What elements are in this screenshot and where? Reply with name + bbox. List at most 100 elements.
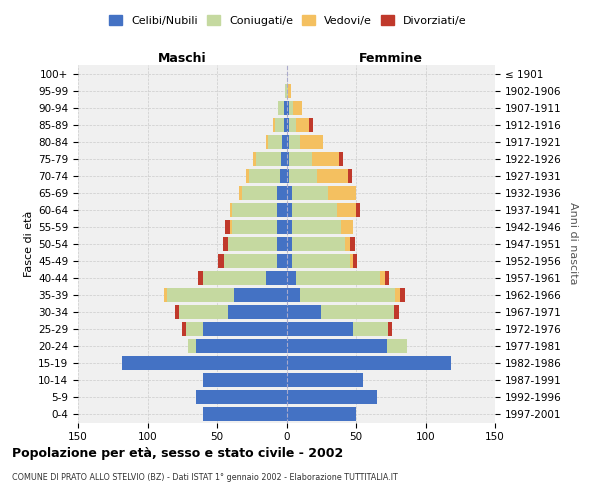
Bar <box>287 186 292 200</box>
Bar <box>356 202 360 216</box>
Bar <box>196 390 287 404</box>
Bar <box>277 186 287 200</box>
Bar <box>249 168 280 182</box>
Bar <box>272 118 275 132</box>
Bar <box>287 100 289 114</box>
Bar <box>350 254 353 268</box>
Bar <box>239 186 242 200</box>
Bar <box>345 237 350 250</box>
Bar <box>182 322 187 336</box>
Bar <box>296 271 380 285</box>
Bar <box>347 168 352 182</box>
Bar <box>122 356 287 370</box>
Bar <box>287 339 386 353</box>
Bar <box>380 271 385 285</box>
Bar <box>289 118 296 132</box>
Bar <box>266 134 268 148</box>
Bar <box>187 322 203 336</box>
Bar <box>287 305 321 319</box>
Bar <box>223 237 228 250</box>
Bar <box>196 339 287 353</box>
Bar <box>317 168 347 182</box>
Bar <box>287 237 292 250</box>
Bar <box>287 373 363 387</box>
Bar <box>281 152 287 166</box>
Bar <box>309 118 313 132</box>
Bar <box>266 271 287 285</box>
Bar <box>232 202 277 216</box>
Bar <box>311 152 340 166</box>
Bar <box>230 220 232 234</box>
Bar <box>386 339 407 353</box>
Bar <box>253 152 256 166</box>
Bar <box>292 202 337 216</box>
Text: Maschi: Maschi <box>158 52 206 65</box>
Bar <box>175 305 179 319</box>
Bar <box>287 254 292 268</box>
Bar <box>296 118 309 132</box>
Bar <box>203 407 287 421</box>
Bar <box>277 202 287 216</box>
Bar <box>350 237 355 250</box>
Bar <box>341 220 353 234</box>
Text: Femmine: Femmine <box>359 52 423 65</box>
Bar <box>277 237 287 250</box>
Bar <box>256 152 281 166</box>
Bar <box>203 373 287 387</box>
Bar <box>203 271 266 285</box>
Bar <box>337 202 356 216</box>
Bar <box>218 254 224 268</box>
Bar <box>292 220 341 234</box>
Bar <box>292 237 345 250</box>
Bar <box>268 134 283 148</box>
Bar <box>287 134 289 148</box>
Bar <box>277 220 287 234</box>
Bar <box>385 271 389 285</box>
Bar <box>287 271 296 285</box>
Bar <box>289 168 317 182</box>
Bar <box>301 288 395 302</box>
Bar <box>388 322 392 336</box>
Bar <box>287 118 289 132</box>
Bar <box>203 322 287 336</box>
Bar <box>283 134 287 148</box>
Bar <box>287 202 292 216</box>
Bar <box>242 186 277 200</box>
Bar <box>321 305 394 319</box>
Bar <box>228 237 277 250</box>
Bar <box>289 100 293 114</box>
Bar <box>179 305 228 319</box>
Bar <box>353 322 388 336</box>
Bar <box>284 100 287 114</box>
Bar <box>232 220 277 234</box>
Bar <box>287 356 451 370</box>
Y-axis label: Anni di nascita: Anni di nascita <box>568 202 578 285</box>
Bar <box>164 288 167 302</box>
Bar <box>197 271 203 285</box>
Bar <box>233 288 287 302</box>
Bar <box>340 152 343 166</box>
Bar <box>285 84 287 98</box>
Bar <box>400 288 404 302</box>
Y-axis label: Fasce di età: Fasce di età <box>24 210 34 277</box>
Bar <box>288 84 290 98</box>
Bar <box>224 254 277 268</box>
Bar <box>287 168 289 182</box>
Bar <box>246 168 249 182</box>
Bar <box>228 305 287 319</box>
Bar <box>289 134 301 148</box>
Bar <box>167 288 233 302</box>
Bar <box>301 134 323 148</box>
Bar <box>289 152 311 166</box>
Bar <box>278 100 284 114</box>
Bar <box>284 118 287 132</box>
Bar <box>280 168 287 182</box>
Bar <box>226 220 230 234</box>
Bar <box>188 339 196 353</box>
Bar <box>328 186 356 200</box>
Bar <box>275 118 284 132</box>
Bar <box>287 322 353 336</box>
Bar <box>287 288 301 302</box>
Bar <box>277 254 287 268</box>
Bar <box>287 152 289 166</box>
